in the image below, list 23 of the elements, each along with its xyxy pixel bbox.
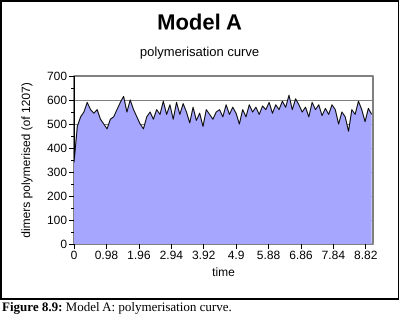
y-tick-label: 500 xyxy=(46,117,68,131)
caption: Figure 8.9: Model A: polymerisation curve. xyxy=(2,299,232,315)
y-tick-label: 700 xyxy=(46,69,68,83)
x-tick-label: 1.96 xyxy=(127,248,151,262)
x-tick-label: 6.86 xyxy=(289,248,313,262)
chart-title: Model A xyxy=(157,10,242,34)
x-tick-label: 0.98 xyxy=(94,248,118,262)
y-tick-label: 400 xyxy=(46,141,68,155)
y-tick-label: 300 xyxy=(46,165,68,179)
y-axis-title: dimers polymerised (of 1207) xyxy=(19,82,33,238)
y-tick-label: 0 xyxy=(60,237,68,251)
x-tick-label: 0 xyxy=(70,248,78,262)
y-tick-label: 200 xyxy=(46,189,68,203)
x-axis-title: time xyxy=(212,264,236,279)
y-tick-label: 600 xyxy=(46,93,68,107)
y-tick-label: 100 xyxy=(46,213,68,227)
x-tick-label: 8.82 xyxy=(354,248,378,262)
x-tick-label: 7.84 xyxy=(322,248,346,262)
x-tick-label: 3.92 xyxy=(192,248,216,262)
chart-subtitle: polymerisation curve xyxy=(140,44,260,59)
x-tick-label: 2.94 xyxy=(160,248,184,262)
x-tick-label: 4.9 xyxy=(228,248,245,262)
x-tick-label: 5.88 xyxy=(256,248,280,262)
